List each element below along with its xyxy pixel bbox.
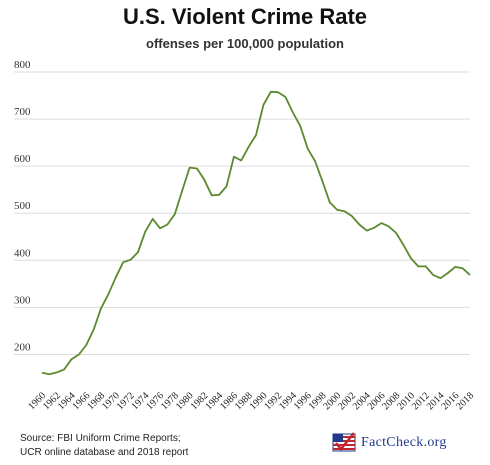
y-tick-label: 600 [14,153,31,165]
source-line-1: Source: FBI Uniform Crime Reports; [20,433,181,444]
brand-name: FactCheck.org [361,435,447,450]
series-line [41,90,471,376]
flag-icon [332,432,356,452]
y-tick-label: 200 [14,341,31,353]
y-tick-label: 700 [14,106,31,118]
source-line-2: UCR online database and 2018 report [20,447,189,458]
factcheck-logo: FactCheck.org [332,430,447,456]
y-tick-label: 500 [14,200,31,212]
y-tick-label: 400 [14,247,31,259]
y-tick-label: 800 [14,59,31,71]
line-chart: 2003004005006007008001960196219641966196… [14,59,476,412]
y-tick-label: 300 [14,294,31,306]
source-note: Source: FBI Uniform Crime Reports; UCR o… [20,432,188,460]
x-tick-label: 2018 [454,390,476,412]
chart-title: U.S. Violent Crime Rate [122,4,368,29]
chart-subtitle: offenses per 100,000 population [146,36,344,51]
